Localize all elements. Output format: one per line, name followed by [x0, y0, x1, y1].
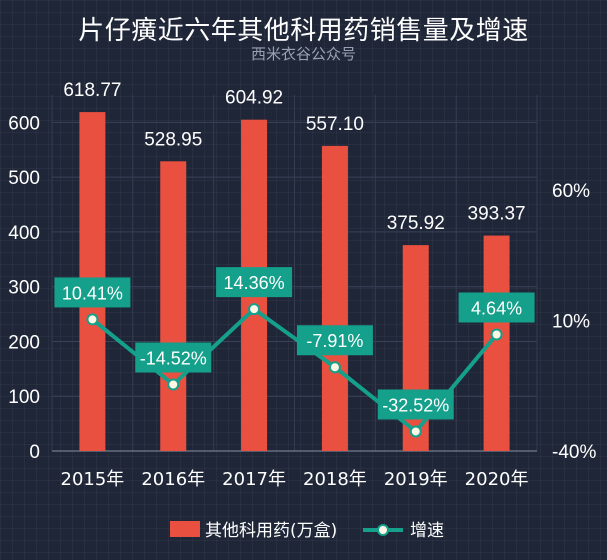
growth-label-box	[458, 292, 535, 323]
y-left-tick-label: 0	[29, 442, 40, 463]
y-right-tick-label: -40%	[552, 442, 596, 463]
y-left-tick-label: 500	[8, 168, 40, 189]
growth-label-box	[135, 342, 212, 373]
bar-value-label: 604.92	[225, 88, 283, 109]
bar	[321, 145, 348, 451]
chart-title: 片仔癀近六年其他科用药销售量及增速	[78, 16, 529, 46]
y-right-tick-label: 10%	[552, 312, 590, 333]
growth-value-label: 4.64%	[471, 298, 522, 318]
bar-value-label: 618.77	[63, 80, 121, 101]
growth-value-label: 14.36%	[224, 273, 285, 293]
growth-point	[409, 425, 422, 438]
growth-point	[490, 328, 503, 341]
legend-swatch-point	[377, 524, 389, 536]
y-left-tick-label: 600	[8, 113, 40, 134]
growth-value-label: 10.41%	[62, 283, 123, 303]
y-left-tick-label: 100	[8, 387, 40, 408]
x-tick-label: 2015年	[61, 469, 125, 490]
y-right-tick-label: 60%	[552, 181, 590, 202]
x-tick-label: 2019年	[384, 469, 448, 490]
growth-point	[328, 361, 341, 374]
legend-swatch-bar	[170, 521, 200, 537]
growth-value-label: -32.52%	[382, 395, 449, 415]
y-left-tick-label: 300	[8, 278, 40, 299]
x-tick-label: 2017年	[222, 469, 286, 490]
x-tick-label: 2020年	[465, 469, 529, 490]
growth-label-box	[377, 389, 454, 420]
growth-label-box	[54, 277, 131, 308]
x-tick-label: 2018年	[303, 469, 367, 490]
growth-value-label: -7.91%	[306, 331, 363, 351]
growth-label-box	[216, 267, 293, 298]
y-left-tick-label: 200	[8, 332, 40, 353]
bar-value-label: 393.37	[468, 204, 526, 225]
bar-value-label: 557.10	[306, 114, 364, 135]
legend-label-bar: 其他科用药(万盒)	[205, 521, 337, 541]
chart-subtitle: 西米衣谷公众号	[250, 45, 356, 63]
legend-label-line: 增速	[410, 521, 444, 541]
growth-point	[167, 378, 180, 391]
growth-point	[248, 303, 261, 316]
bar	[160, 161, 187, 451]
growth-value-label: -14.52%	[140, 348, 207, 368]
bar-value-label: 375.92	[387, 213, 445, 234]
growth-label-box	[296, 325, 373, 356]
growth-point	[86, 313, 99, 326]
x-tick-label: 2016年	[141, 469, 205, 490]
y-left-tick-label: 400	[8, 223, 40, 244]
bar-value-label: 528.95	[144, 129, 202, 150]
